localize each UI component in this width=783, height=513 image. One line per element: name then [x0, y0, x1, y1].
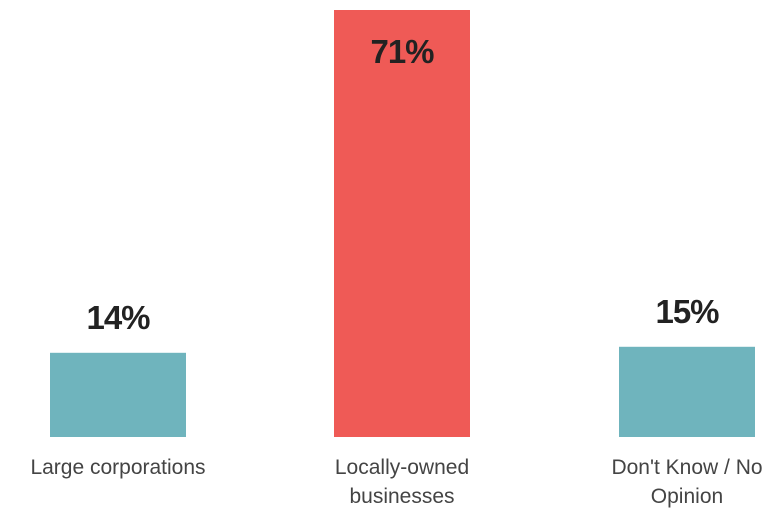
- data-label-3: 15%: [655, 293, 719, 330]
- bar-3: [619, 346, 755, 437]
- category-label-2-line-2: businesses: [349, 485, 454, 508]
- category-label-1: Large corporations: [30, 456, 205, 479]
- category-label-1-line-1: Large corporations: [30, 456, 205, 479]
- category-label-2-line-1: Locally-owned: [335, 456, 469, 479]
- category-label-2: Locally-owned businesses: [335, 456, 469, 508]
- category-label-3: Don't Know / No Opinion: [611, 456, 762, 508]
- bar-1: [50, 352, 186, 437]
- category-label-3-line-2: Opinion: [651, 485, 723, 508]
- data-label-1: 14%: [86, 299, 150, 336]
- category-label-3-line-1: Don't Know / No: [611, 456, 762, 479]
- data-label-2: 71%: [370, 33, 434, 70]
- bar-2: [334, 10, 470, 437]
